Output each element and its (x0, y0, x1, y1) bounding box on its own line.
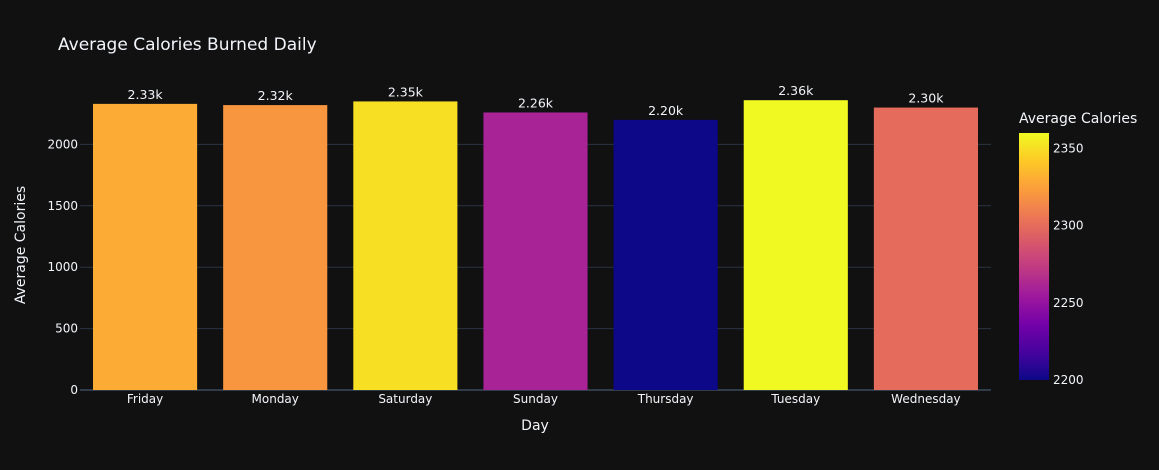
colorbar-tick-label: 2250 (1053, 296, 1084, 310)
colorbar-tick-label: 2300 (1053, 219, 1084, 233)
bars (93, 100, 978, 391)
x-tick-label: Friday (127, 392, 163, 406)
colorbar-ticks: 2200 2250 2300 2350 (1053, 141, 1084, 387)
y-tick-label: 1000 (47, 260, 78, 274)
x-tick-label: Sunday (513, 392, 558, 406)
bar[interactable] (743, 100, 848, 390)
bar[interactable] (353, 101, 458, 391)
x-tick-label: Saturday (378, 392, 432, 406)
colorbar-gradient (1019, 133, 1049, 380)
y-tick-label: 2000 (47, 137, 78, 151)
bar[interactable] (483, 112, 588, 391)
x-tick-label: Monday (252, 392, 299, 406)
bar[interactable] (873, 107, 978, 390)
data-label: 2.35k (388, 84, 424, 99)
y-axis-title: Average Calories (13, 186, 29, 304)
x-axis-title: Day (521, 418, 549, 434)
x-tick-label: Thursday (637, 392, 694, 406)
y-tick-label: 500 (55, 322, 78, 336)
chart-title: Average Calories Burned Daily (58, 35, 317, 55)
x-tick-label: Wednesday (891, 392, 960, 406)
colorbar-tick-label: 2350 (1053, 141, 1084, 155)
data-label: 2.30k (908, 91, 944, 106)
bar[interactable] (613, 119, 718, 390)
colorbar: Average Calories 2200 2250 2300 2350 (1019, 111, 1137, 387)
data-label: 2.26k (518, 95, 554, 110)
data-label: 2.32k (258, 88, 294, 103)
data-label: 2.33k (128, 87, 164, 102)
data-label: 2.20k (648, 103, 684, 118)
colorbar-tick-label: 2200 (1053, 373, 1084, 387)
bar[interactable] (93, 103, 198, 390)
y-tick-label: 1500 (47, 199, 78, 213)
y-axis-ticks: 0 500 1000 1500 2000 (47, 137, 78, 397)
bar[interactable] (223, 105, 328, 390)
x-tick-label: Tuesday (770, 392, 820, 406)
data-label: 2.36k (778, 83, 814, 98)
x-axis-ticks: Friday Monday Saturday Sunday Thursday Tuesda… (127, 392, 961, 406)
y-tick-label: 0 (70, 383, 78, 397)
data-labels: 2.33k 2.32k 2.35k 2.26k 2.20k 2.36k 2.30k (128, 83, 945, 118)
colorbar-title: Average Calories (1019, 111, 1137, 127)
